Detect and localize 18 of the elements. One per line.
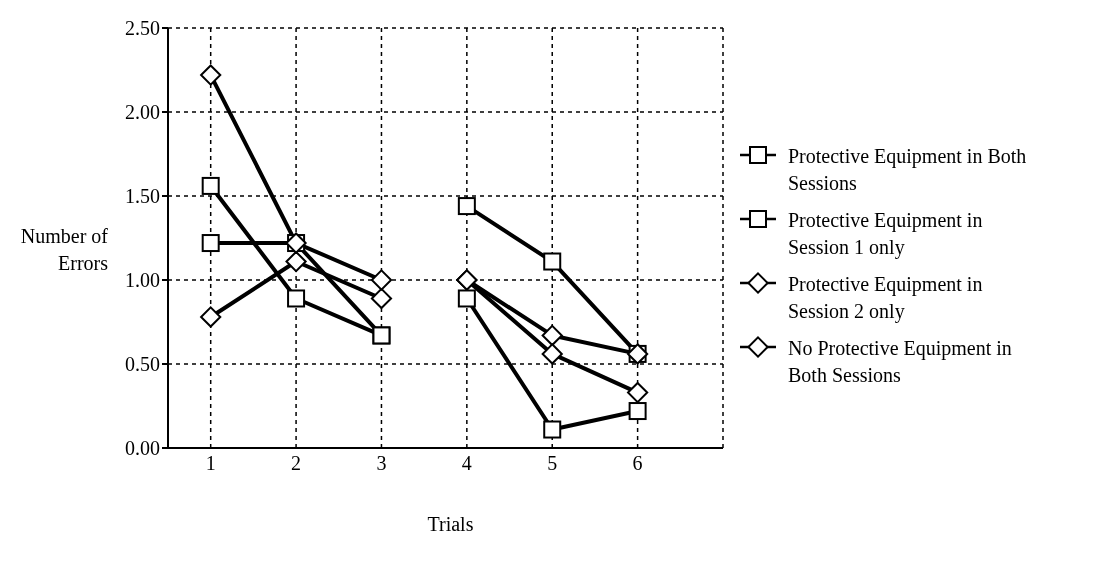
- legend-label: Protective Equipment in Session 1 only: [788, 208, 984, 261]
- x-tick-label: 2: [291, 452, 302, 475]
- y-tick-label: 0.00: [125, 437, 160, 460]
- y-axis-title: Number of Errors: [19, 224, 108, 276]
- x-tick-label: 5: [547, 452, 558, 475]
- y-tick-label: 2.50: [125, 17, 160, 40]
- y-tick-label: 0.50: [125, 353, 160, 376]
- x-tick-label: 6: [632, 452, 643, 475]
- y-tick-label: 1.50: [125, 185, 160, 208]
- x-tick-label: 1: [205, 452, 216, 475]
- x-tick-label: 4: [461, 452, 472, 475]
- legend-label: No Protective Equipment in Both Sessions: [788, 336, 1013, 388]
- x-tick-label: 3: [376, 452, 387, 475]
- y-tick-label: 1.00: [125, 269, 160, 292]
- y-tick-label: 2.00: [125, 101, 160, 124]
- legend-label: Protective Equipment in Session 2 only: [788, 272, 984, 325]
- x-axis-title: Trials: [426, 513, 475, 536]
- legend-label: Protective Equipment in Both Sessions: [788, 144, 1028, 196]
